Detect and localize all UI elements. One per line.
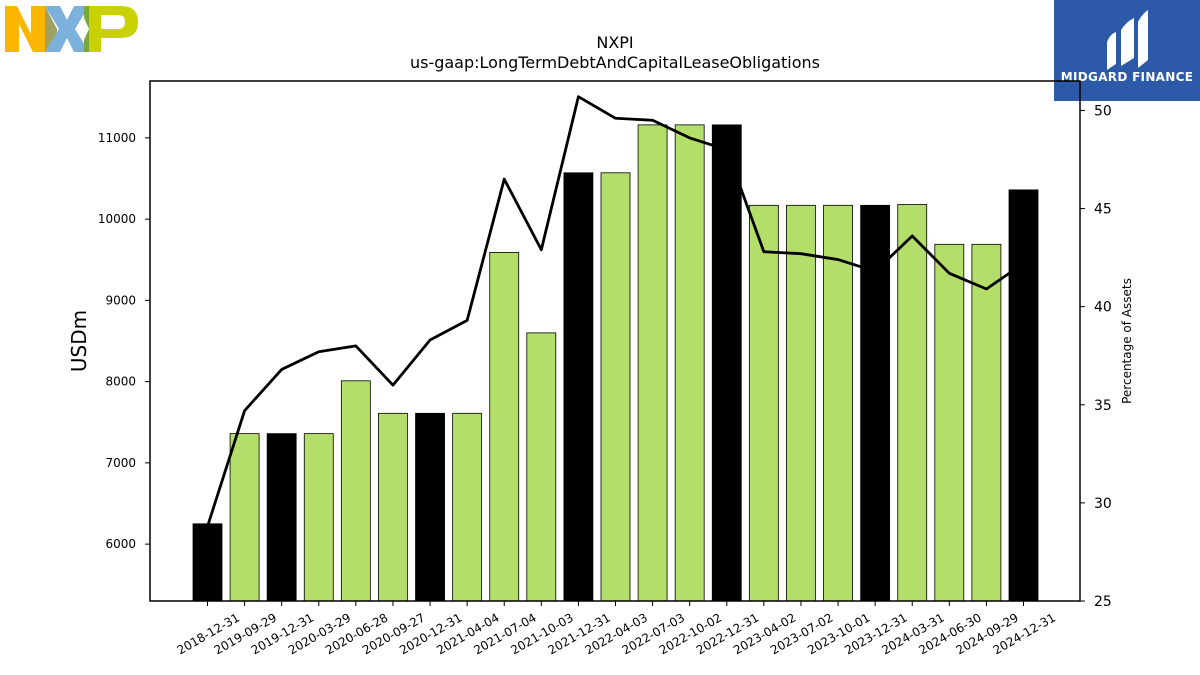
midgard-logo-bar-1: [1107, 32, 1116, 70]
nxp-logo-x: [45, 6, 89, 52]
y2-tick-label: 25: [1094, 594, 1112, 610]
bar-2023-12-31: [860, 204, 891, 602]
y2-tick-label: 50: [1094, 103, 1112, 119]
bar-2021-10-03: [526, 332, 557, 602]
line-layer: [206, 95, 1025, 527]
y-tick-label: 10000: [98, 212, 136, 226]
bar-2020-06-28: [340, 380, 371, 602]
bar-2021-12-31: [563, 172, 594, 602]
bar-2023-04-02: [748, 204, 779, 602]
nxp-logo-n: [5, 6, 45, 52]
midgard-finance-logo: MIDGARD FINANCE: [1054, 0, 1200, 101]
chart-title: NXPI: [596, 33, 633, 52]
y2-tick-label: 35: [1094, 398, 1112, 414]
bar-2024-06-30: [934, 243, 965, 602]
bar-2020-03-29: [303, 433, 334, 602]
bar-2021-04-04: [452, 412, 483, 602]
bar-2022-04-03: [600, 172, 631, 602]
bars-layer: [192, 124, 1039, 602]
bar-2023-10-01: [823, 204, 853, 602]
bar-2019-12-31: [266, 433, 297, 602]
bar-2023-07-02: [786, 204, 816, 602]
y-tick-label: 9000: [105, 293, 136, 307]
y-tick-label: 8000: [105, 375, 136, 389]
x-axis: 2018-12-312019-09-292019-12-312020-03-29…: [175, 601, 1058, 657]
nxp-logo-p: [89, 6, 138, 52]
bar-2021-07-04: [489, 252, 520, 602]
bar-2024-09-29: [971, 243, 1002, 602]
y-axis-label: USDm: [67, 310, 91, 372]
y2-axis-label: Percentage of Assets: [1120, 278, 1134, 404]
bar-2022-10-02: [674, 124, 705, 602]
bar-2022-12-31: [711, 124, 742, 602]
bar-2020-09-27: [378, 412, 408, 602]
bar-2019-09-29: [229, 433, 260, 602]
y-tick-label: 6000: [105, 537, 136, 551]
y2-tick-label: 30: [1094, 496, 1112, 512]
right-y-axis: 25 30 35 40 45 50: [1080, 103, 1112, 610]
bar-2022-07-03: [637, 124, 668, 602]
midgard-logo-bar-3: [1138, 10, 1148, 68]
bar-2024-12-31: [1008, 189, 1039, 602]
percent-of-assets-line: [206, 95, 1025, 527]
y-tick-label: 7000: [105, 456, 136, 470]
y2-tick-label: 45: [1094, 202, 1112, 218]
left-y-axis: 6000 7000 8000 9000 10000 11000: [98, 131, 150, 551]
nxp-logo-p-shade: [84, 6, 89, 52]
nxp-logo: [5, 6, 138, 52]
y2-tick-label: 40: [1094, 300, 1112, 316]
midgard-logo-bar-2: [1121, 18, 1134, 66]
bar-2018-12-31: [192, 523, 223, 602]
y-tick-label: 11000: [98, 131, 136, 145]
bar-2020-12-31: [415, 412, 445, 602]
bar-2024-03-31: [897, 204, 928, 602]
midgard-logo-text: MIDGARD FINANCE: [1061, 70, 1193, 84]
chart-subtitle: us-gaap:LongTermDebtAndCapitalLeaseOblig…: [410, 53, 820, 72]
